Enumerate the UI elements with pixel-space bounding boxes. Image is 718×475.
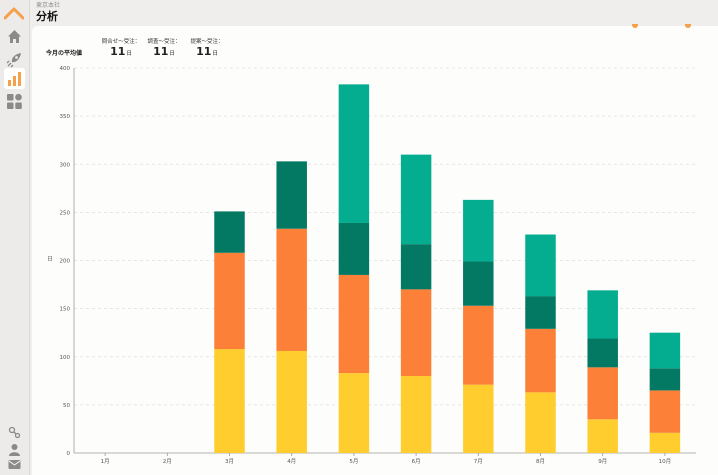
accent-decoration	[632, 24, 638, 28]
x-tick-label: 2月	[163, 458, 172, 465]
stat-proposal-to-order: 提案〜受注： 11日	[172, 38, 242, 60]
bar-segment	[214, 211, 245, 253]
bar-segment	[400, 244, 432, 290]
y-tick-label: 350	[60, 114, 71, 120]
x-tick-label: 3月	[225, 458, 234, 465]
y-tick-label: 0	[67, 451, 71, 457]
x-tick-label: 5月	[349, 458, 358, 465]
stat-label: 提案〜受注：	[190, 39, 224, 45]
x-tick-label: 9月	[598, 458, 607, 465]
bar-segment	[525, 296, 556, 329]
x-tick-label: 10月	[659, 458, 672, 465]
user-icon[interactable]	[8, 443, 21, 456]
y-tick-label: 250	[60, 210, 71, 216]
bar-segment	[649, 432, 681, 453]
bar-segment	[463, 261, 494, 306]
sidebar	[0, 0, 30, 475]
bar-segment	[400, 376, 432, 453]
bar-segment	[587, 338, 618, 368]
bar-segment	[214, 349, 245, 453]
analysis-panel: 今月の平均値 問合せ〜受注： 11日 調査〜受注： 11日 提案〜受注： 11日…	[32, 24, 718, 475]
y-tick-label: 400	[60, 66, 71, 72]
bar-segment	[276, 228, 307, 351]
bar-segment	[587, 290, 618, 339]
stacked-bar-chart: 0 50 100 150 200 250 300 350 400 日 1月 2月 3月 4月 5月 6月 7月 8…	[47, 66, 696, 465]
y-tick-label: 200	[60, 259, 71, 265]
y-tick-label: 300	[60, 162, 71, 168]
x-tick-label: 4月	[287, 458, 296, 465]
app-logo-icon[interactable]	[3, 5, 25, 20]
stat-label: 問合せ〜受注：	[101, 39, 141, 45]
y-axis-label: 日	[47, 256, 53, 263]
y-tick-label: 150	[60, 307, 71, 313]
bar-segment	[525, 392, 556, 453]
bar-segment	[276, 161, 307, 229]
bar-segment	[649, 390, 681, 433]
x-tick-label: 8月	[536, 458, 545, 465]
breadcrumb[interactable]: 東京本社	[36, 2, 61, 9]
x-tick-label: 7月	[474, 458, 483, 465]
stat-value: 11日	[153, 45, 175, 58]
mail-icon[interactable]	[8, 459, 21, 470]
bar-chart-icon[interactable]	[4, 68, 25, 89]
y-tick-label: 100	[60, 355, 71, 361]
bar-segment	[525, 234, 556, 297]
bar-segment	[338, 222, 370, 275]
stat-inquiry-to-order: 問合せ〜受注： 11日	[86, 38, 156, 60]
page-title: 分析	[36, 10, 58, 23]
summary-title: 今月の平均値	[46, 50, 83, 57]
bar-segment	[525, 328, 556, 393]
stat-value: 11日	[196, 45, 218, 58]
bar-segment	[463, 384, 494, 453]
bar-segment	[338, 274, 370, 374]
stat-survey-to-order: 調査〜受注： 11日	[129, 38, 199, 60]
link-icon[interactable]	[8, 426, 21, 439]
bar-segment	[463, 305, 494, 385]
accent-decoration	[685, 24, 691, 28]
home-icon[interactable]	[6, 28, 23, 45]
rocket-icon[interactable]	[6, 51, 23, 68]
x-tick-label: 6月	[412, 458, 421, 465]
bar-segment	[214, 252, 245, 350]
stat-value: 11日	[110, 45, 132, 58]
bar-segment	[338, 373, 370, 453]
bar-segment	[649, 368, 681, 391]
bar-segment	[338, 84, 370, 223]
bar-segment	[587, 367, 618, 420]
bar-segment	[276, 350, 307, 453]
bar-segment	[400, 289, 432, 376]
x-tick-label: 1月	[101, 458, 110, 465]
y-tick-label: 50	[63, 403, 70, 409]
bar-segment	[649, 332, 681, 369]
grid-icon[interactable]	[6, 93, 23, 110]
bar-segment	[400, 154, 432, 245]
stat-label: 調査〜受注：	[147, 39, 181, 45]
page-header: 東京本社 分析	[36, 2, 60, 23]
bar-segment	[463, 199, 494, 262]
bar-segment	[587, 419, 618, 453]
